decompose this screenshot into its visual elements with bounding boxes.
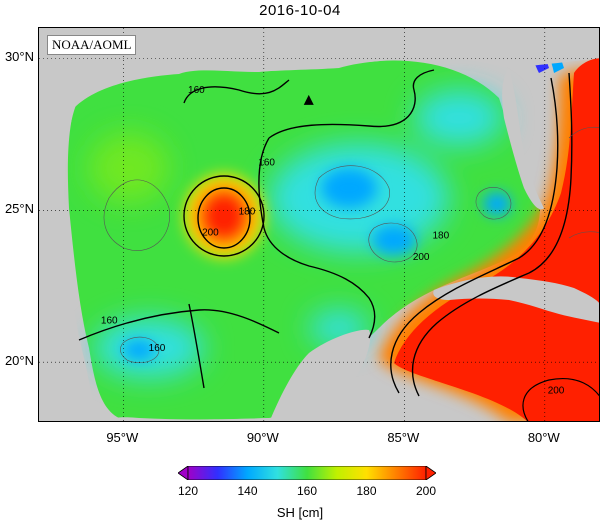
lat-tick-label: 30°N (4, 49, 34, 65)
yucatan-peninsula (269, 329, 371, 421)
colorbar (178, 466, 436, 480)
map-title: 2016-10-04 (259, 2, 341, 19)
station-marker (303, 94, 314, 105)
contour-label: 200 (413, 252, 430, 263)
colorbar-gradient (187, 466, 427, 480)
lat-tick-label: 20°N (4, 353, 34, 369)
lon-tick-label: 80°W (527, 430, 560, 445)
cuba-landmass (433, 276, 599, 323)
colorbar-tick-label: 200 (415, 484, 437, 498)
us-gulf-coast (39, 28, 599, 421)
colorbar-tick-label: 140 (237, 484, 258, 498)
contour-label: 200 (202, 228, 219, 239)
contour-lines (78, 69, 599, 421)
colorbar-tick-label: 160 (296, 484, 318, 498)
colorbar-tick-label: 120 (177, 484, 199, 498)
lat-tick-label: 25°N (4, 201, 34, 217)
lon-tick-label: 90°W (246, 430, 279, 445)
contour-label: 160 (188, 85, 205, 96)
map-panel: 160 160 160 160 180 200 180 200 200 (38, 27, 600, 422)
contour-label: 160 (258, 158, 275, 169)
lon-tick-label: 85°W (387, 430, 420, 445)
contour-label: 160 (149, 343, 166, 354)
lon-tick-label: 95°W (106, 430, 139, 445)
contour-label: 180 (239, 206, 256, 217)
colorbar-high-arrow (425, 466, 436, 480)
colorbar-low-arrow (178, 466, 189, 480)
triangle-marker-icon (303, 94, 314, 105)
southern-mexico (103, 417, 269, 421)
credit-label: NOAA/AOML (47, 35, 137, 55)
colorbar-label: SH [cm] (276, 505, 324, 520)
contour-label: 200 (548, 386, 565, 397)
lat-lon-grid (39, 28, 599, 421)
contour-label: 180 (432, 231, 449, 242)
contour-label: 160 (101, 316, 118, 327)
colorbar-tick-label: 180 (356, 484, 377, 498)
gulf-water-field (67, 28, 599, 421)
florida-peninsula (502, 68, 544, 210)
